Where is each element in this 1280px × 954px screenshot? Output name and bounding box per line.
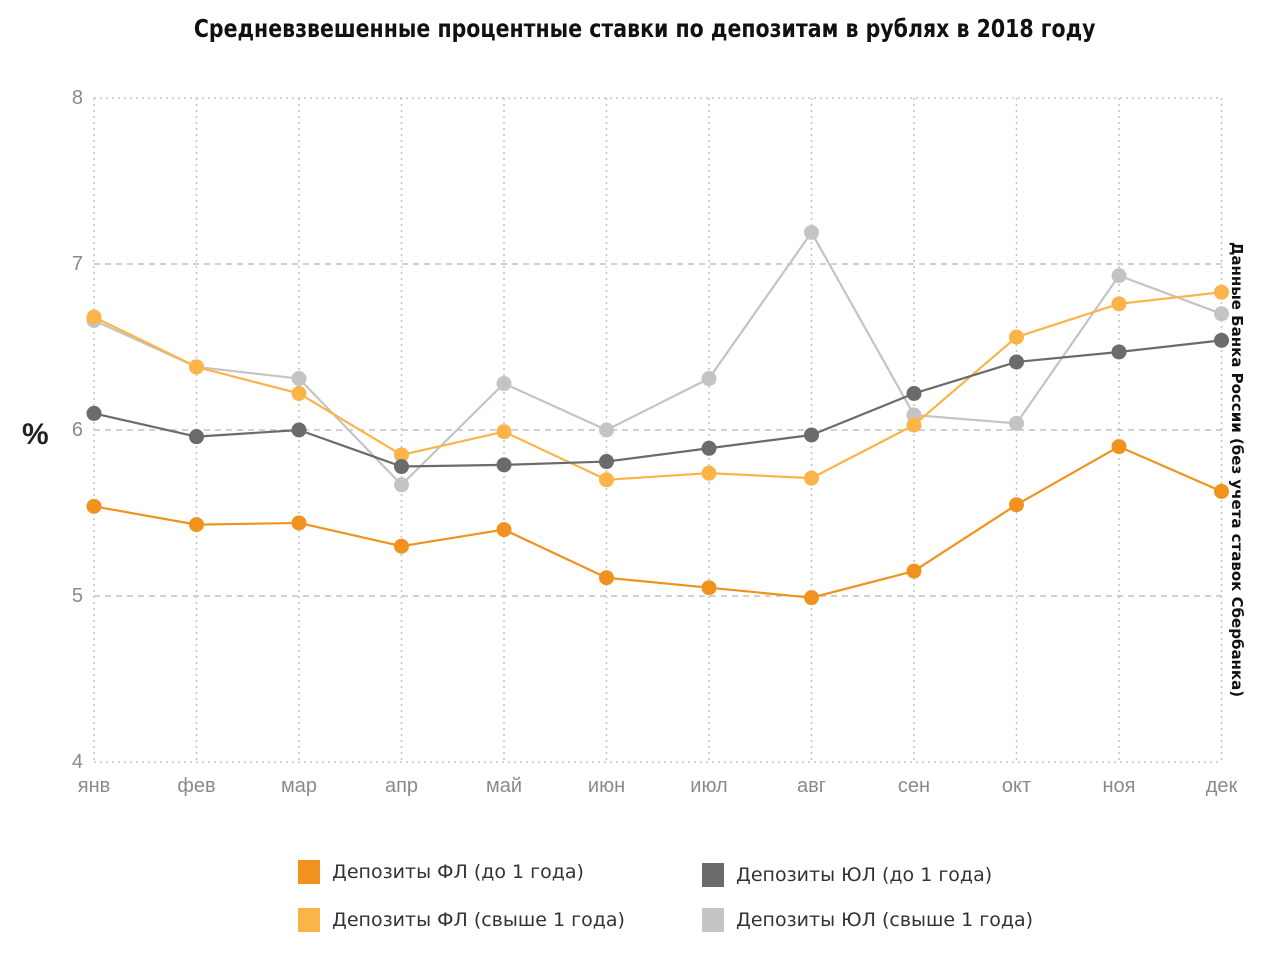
data-point — [1111, 439, 1127, 455]
y-axis-ticks: 4 5 6 7 8 — [72, 87, 83, 773]
y-tick-label: 7 — [72, 253, 83, 275]
y-tick-label: 6 — [72, 419, 83, 441]
x-tick-label: июн — [588, 775, 625, 797]
data-point — [906, 563, 922, 579]
data-point — [1111, 268, 1127, 284]
x-tick-label: янв — [78, 775, 111, 797]
legend-label: Депозиты ФЛ (до 1 года) — [332, 861, 584, 883]
y-axis-label: % — [22, 418, 49, 451]
data-point — [496, 424, 512, 440]
data-point — [804, 224, 819, 240]
data-point — [1009, 415, 1024, 431]
legend-swatch — [702, 863, 724, 887]
grid — [93, 97, 1223, 763]
data-point — [804, 590, 819, 606]
legend-item: Депозиты ЮЛ (свыше 1 года) — [702, 908, 1033, 932]
data-point — [1111, 296, 1127, 312]
legend-swatch — [702, 908, 724, 932]
data-point — [189, 517, 204, 533]
legend-label: Депозиты ЮЛ (свыше 1 года) — [736, 909, 1034, 931]
series-line — [93, 339, 1222, 468]
data-point — [599, 422, 614, 438]
x-tick-label: мар — [281, 775, 317, 797]
data-point — [1214, 332, 1229, 348]
data-point — [804, 427, 819, 443]
data-point — [394, 447, 409, 463]
data-point — [86, 309, 102, 325]
series — [86, 439, 1229, 606]
data-point — [1009, 329, 1024, 345]
data-point — [1214, 306, 1229, 322]
data-point — [86, 405, 102, 421]
series-line — [93, 291, 1222, 481]
data-point — [394, 477, 409, 493]
x-axis-ticks: янв фев мар апр май июн июл авг сен окт ноя дек — [78, 775, 1238, 797]
data-point — [701, 580, 717, 596]
data-point — [1214, 483, 1229, 499]
data-point — [189, 359, 204, 375]
side-note: Данные Банка России (без учета ставок Сб… — [1228, 242, 1246, 697]
data-point — [394, 459, 409, 475]
series — [86, 332, 1229, 475]
x-tick-label: дек — [1206, 775, 1238, 797]
data-point — [701, 440, 717, 456]
data-point — [1214, 284, 1229, 300]
x-tick-label: апр — [385, 775, 418, 797]
data-point — [701, 465, 717, 481]
series — [86, 284, 1229, 488]
data-point — [496, 522, 512, 538]
x-tick-label: июл — [690, 775, 727, 797]
y-tick-label: 4 — [72, 751, 83, 773]
data-point — [701, 371, 717, 387]
legend-swatch — [298, 908, 320, 932]
data-point — [291, 371, 307, 387]
x-tick-label: май — [486, 775, 522, 797]
chart-title: Средневзвешенные процентные ставки по де… — [193, 14, 1096, 43]
x-tick-label: авг — [797, 775, 826, 797]
data-point — [496, 376, 512, 392]
legend-label: Депозиты ФЛ (свыше 1 года) — [332, 909, 625, 931]
x-tick-label: ноя — [1103, 775, 1136, 797]
data-point — [804, 470, 819, 486]
data-point — [394, 538, 409, 554]
data-point — [1009, 497, 1024, 513]
x-tick-label: окт — [1002, 775, 1031, 797]
data-point — [1111, 344, 1127, 360]
y-tick-label: 5 — [72, 585, 83, 607]
data-point — [599, 570, 614, 586]
series-line — [93, 445, 1222, 599]
data-point — [1009, 354, 1024, 370]
data-point — [291, 422, 307, 438]
legend-item: Депозиты ЮЛ (до 1 года) — [702, 863, 992, 887]
data-point — [189, 429, 204, 445]
legend-item: Депозиты ФЛ (до 1 года) — [298, 860, 584, 884]
series-line — [93, 231, 1222, 486]
legend-item: Депозиты ФЛ (свыше 1 года) — [298, 908, 625, 932]
data-point — [599, 472, 614, 488]
data-point — [291, 385, 307, 401]
data-point — [496, 457, 512, 473]
legend-swatch — [298, 860, 320, 884]
data-point — [906, 385, 922, 401]
x-tick-label: сен — [898, 775, 930, 797]
x-tick-label: фев — [177, 775, 215, 797]
data-point — [906, 417, 922, 433]
data-point — [86, 498, 102, 514]
y-tick-label: 8 — [72, 87, 83, 109]
data-point — [599, 454, 614, 470]
series-group — [86, 224, 1229, 606]
data-point — [291, 515, 307, 531]
legend-label: Депозиты ЮЛ (до 1 года) — [736, 864, 993, 886]
